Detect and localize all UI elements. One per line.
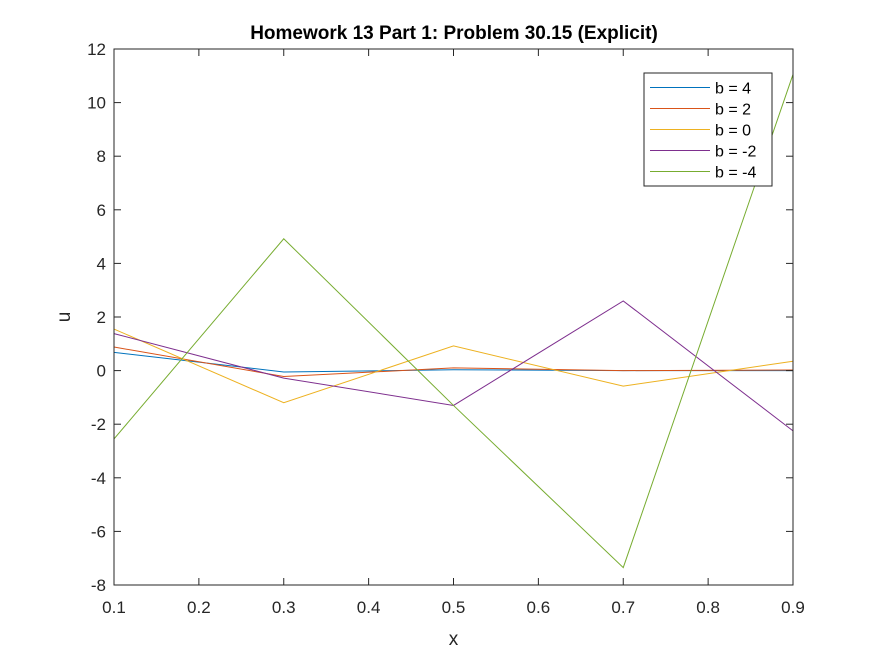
series-line-4 xyxy=(113,74,794,569)
y-tick-label: 10 xyxy=(87,94,106,113)
x-tick-label: 0.1 xyxy=(102,598,126,617)
legend-label-1: b = 2 xyxy=(715,102,751,119)
x-tick-label: 0.3 xyxy=(272,598,296,617)
y-tick-label: -2 xyxy=(91,415,106,434)
y-tick-label: 12 xyxy=(87,40,106,59)
y-tick-label: 6 xyxy=(97,201,106,220)
x-axis-title: x xyxy=(449,629,459,650)
chart-title: Homework 13 Part 1: Problem 30.15 (Expli… xyxy=(250,23,658,44)
y-tick-label: 4 xyxy=(97,254,106,273)
y-tick-label: 8 xyxy=(97,147,106,166)
x-tick-label: 0.2 xyxy=(187,598,211,617)
series-line-2 xyxy=(113,328,794,404)
x-tick-label: 0.9 xyxy=(781,598,805,617)
legend: b = 4 b = 2 b = 0 b = -2 b = -4 xyxy=(643,72,773,187)
legend-label-2: b = 0 xyxy=(715,123,751,140)
x-tick-label: 0.6 xyxy=(527,598,551,617)
y-tick-label: 0 xyxy=(97,362,106,381)
y-tick-label: 2 xyxy=(97,308,106,327)
x-tick-label: 0.8 xyxy=(696,598,720,617)
y-tick-label: -6 xyxy=(91,522,106,541)
series-layer xyxy=(113,74,794,569)
series-line-1 xyxy=(113,346,794,378)
legend-label-0: b = 4 xyxy=(715,81,751,98)
y-tick-label: -4 xyxy=(91,469,106,488)
x-tick-label: 0.7 xyxy=(611,598,635,617)
y-tick-label: -8 xyxy=(91,576,106,595)
x-tick-label: 0.5 xyxy=(442,598,466,617)
legend-label-4: b = -4 xyxy=(715,165,756,182)
ticks-layer: 0.1 0.2 0.3 0.4 0.5 0.6 0.7 0.8 0.9 -8 -6 -4 -2 0 2 4 6 8… xyxy=(87,40,805,617)
y-axis-title: u xyxy=(54,312,75,323)
legend-label-3: b = -2 xyxy=(715,144,756,161)
x-tick-label: 0.4 xyxy=(357,598,381,617)
